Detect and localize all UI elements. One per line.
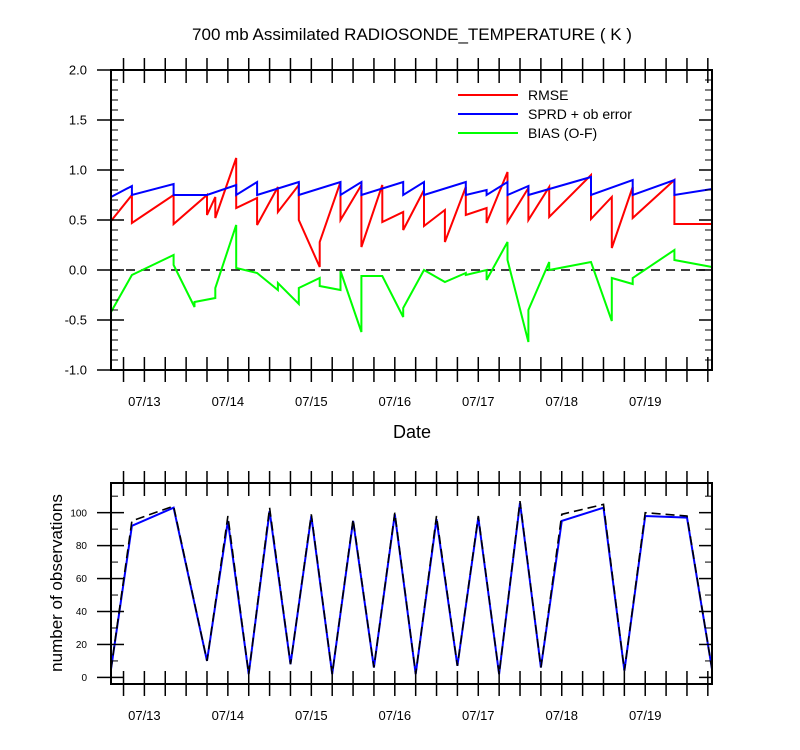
bottom-panel: 0 20 40 60 80 100 07/13 07/14 07/15 07/16 07/17 07/… — [47, 471, 713, 723]
bottom-plot-frame — [110, 482, 713, 685]
top-x-tick-label: 07/17 — [462, 394, 495, 409]
top-x-tick-label: 07/18 — [545, 394, 578, 409]
top-series-line-rmse — [110, 157, 712, 268]
top-panel: 700 mb Assimilated RADIOSONDE_TEMPERATUR… — [65, 25, 713, 442]
top-series-line-bias-o-f — [110, 224, 713, 343]
top-x-tick-label: 07/13 — [128, 394, 161, 409]
bottom-x-tick-label: 07/19 — [629, 708, 662, 723]
bottom-x-tick-label: 07/16 — [379, 708, 412, 723]
bottom-x-tick-label: 07/18 — [545, 708, 578, 723]
top-y-tick-label: 1.5 — [69, 113, 87, 128]
top-y-tick-label: -1.0 — [65, 363, 87, 378]
bottom-y-tick-label: 60 — [76, 574, 88, 585]
legend-label: RMSE — [528, 87, 568, 103]
top-y-tick-label: 2.0 — [69, 63, 87, 78]
top-y-tick-label: 0.5 — [69, 213, 87, 228]
top-x-tick-label: 07/19 — [629, 394, 662, 409]
top-x-tick-label: 07/14 — [212, 394, 245, 409]
legend-label: BIAS (O-F) — [528, 125, 597, 141]
top-chart-title: 700 mb Assimilated RADIOSONDE_TEMPERATUR… — [192, 25, 632, 44]
bottom-y-tick-label: 0 — [81, 673, 87, 684]
bottom-x-tick-label: 07/15 — [295, 708, 328, 723]
top-x-axis-label: Date — [393, 422, 431, 442]
bottom-y-tick-label: 80 — [76, 541, 88, 552]
top-series-group — [110, 157, 713, 343]
bottom-series-group — [110, 501, 713, 675]
top-plot-frame — [110, 69, 713, 371]
top-x-tick-label: 07/15 — [295, 394, 328, 409]
bottom-y-tick-label: 100 — [70, 508, 87, 519]
bottom-y-axis-label: number of observations — [47, 494, 66, 672]
bottom-series-line-possible — [110, 501, 713, 675]
bottom-y-tick-label: 20 — [76, 640, 88, 651]
top-series-line-sprd-ob-error — [110, 175, 713, 198]
top-y-tick-label: 0.0 — [69, 263, 87, 278]
top-axes-group: -1.0 -0.5 0.0 0.5 1.0 1.5 2.0 07/13 07/14 07/15 07… — [65, 58, 712, 409]
top-y-tick-label: 1.0 — [69, 163, 87, 178]
bottom-x-tick-label: 07/17 — [462, 708, 495, 723]
legend-label: SPRD + ob error — [528, 106, 632, 122]
top-y-tick-label: -0.5 — [65, 313, 87, 328]
top-x-tick-label: 07/16 — [379, 394, 412, 409]
bottom-x-tick-label: 07/14 — [212, 708, 245, 723]
top-legend: RMSE SPRD + ob error BIAS (O-F) — [458, 87, 632, 141]
bottom-y-tick-label: 40 — [76, 607, 88, 618]
bottom-axes-group: 0 20 40 60 80 100 07/13 07/14 07/15 07/16 07/17 07/… — [70, 471, 712, 723]
bottom-x-tick-label: 07/13 — [128, 708, 161, 723]
